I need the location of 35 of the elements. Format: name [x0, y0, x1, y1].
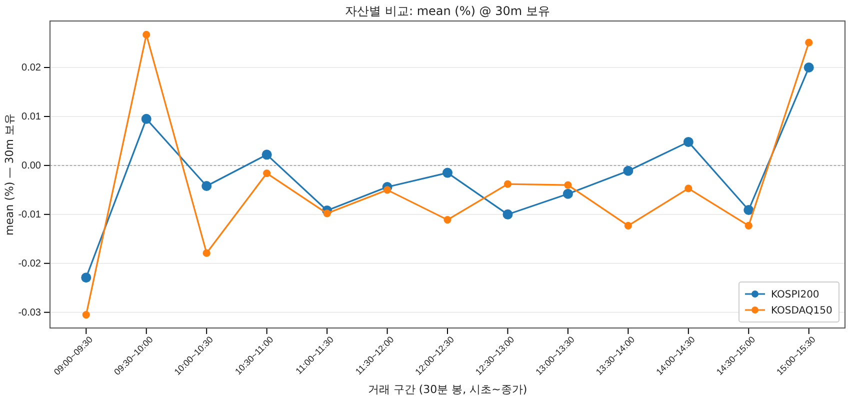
point — [202, 249, 210, 257]
point — [502, 209, 513, 220]
y-axis-title: mean (%) — 30m 보유 — [3, 114, 16, 236]
point — [744, 222, 752, 230]
y-tick-label: -0.03 — [18, 308, 42, 319]
point — [82, 310, 90, 319]
point — [383, 186, 392, 194]
point — [262, 150, 272, 160]
y-tick-label: 0.00 — [22, 160, 42, 172]
point — [623, 166, 634, 176]
point — [684, 184, 692, 192]
point — [263, 169, 271, 178]
x-axis-title: 거래 구간 (30분 봉, 시초~종가) — [368, 383, 528, 396]
point — [141, 114, 152, 124]
point — [744, 205, 754, 215]
point — [504, 180, 512, 188]
point — [804, 62, 814, 73]
y-tick-label: 0.02 — [22, 62, 42, 74]
point — [683, 136, 694, 147]
point — [564, 181, 572, 189]
y-tick-label: -0.01 — [18, 210, 42, 221]
point — [624, 222, 632, 230]
y-tick-label: 0.01 — [22, 112, 42, 123]
point — [323, 210, 331, 218]
point — [805, 38, 813, 46]
chart-title: 자산별 비교: mean (%) @ 30m 보유 — [345, 4, 550, 18]
point — [444, 216, 452, 224]
point — [81, 272, 92, 283]
legend-label: KOSDAQ150 — [771, 306, 832, 316]
point — [142, 30, 150, 39]
y-tick-label: -0.02 — [18, 258, 42, 270]
point — [562, 188, 573, 199]
point — [202, 181, 212, 192]
point — [442, 168, 452, 178]
legend-label: KOSPI200 — [771, 290, 820, 300]
